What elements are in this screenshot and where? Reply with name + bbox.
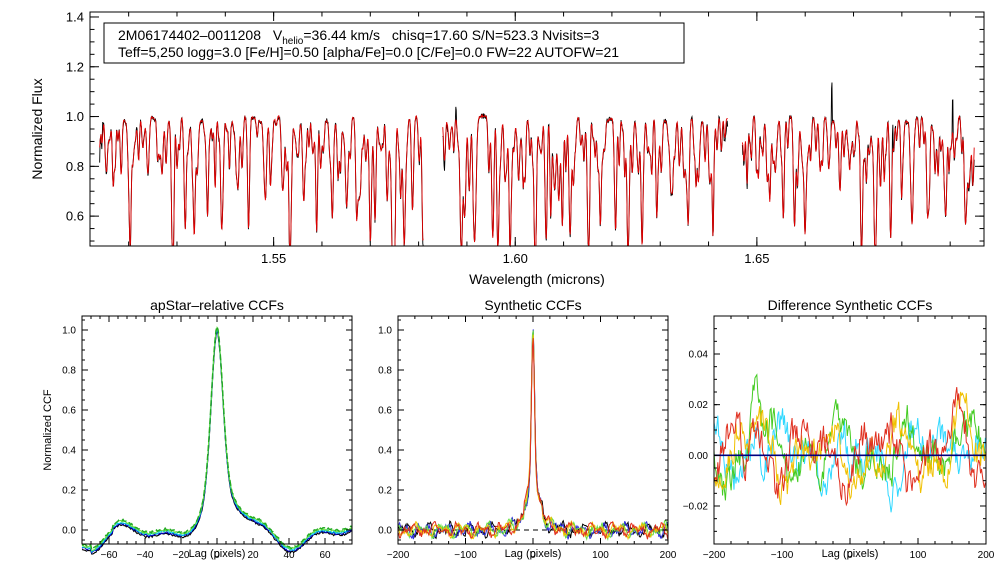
x-tick-label: 100 [910, 550, 927, 561]
y-tick-label: 0.00 [689, 451, 709, 462]
y-tick-label: 0.4 [62, 446, 76, 457]
synthetic-ccf-xlabel: Lag (pixels) [505, 548, 562, 560]
difference-ccf-ticks: −200 −100 0 100 200 −0.02 0.00 0.02 0.04 [683, 315, 995, 561]
x-tick-label: 60 [319, 550, 331, 561]
x-tick-label: 0 [530, 550, 536, 561]
apstar-ccf-ticks: −60 −40 −20 0 20 40 60 0.0 0.2 0.4 0.6 0.8 1.0 [62, 316, 353, 561]
difference-ccf-title: Difference Synthetic CCFs [768, 297, 933, 313]
x-tick-label: −100 [454, 550, 477, 561]
spectrum-traces [99, 82, 975, 248]
apstar-ccf-title: apStar–relative CCFs [150, 297, 284, 313]
difference-ccf-traces [713, 373, 986, 513]
info-vhelio-label: V [273, 27, 283, 43]
spectrum-ticks: 1.55 1.60 1.65 0.6 0.8 1.0 1.2 1.4 [66, 10, 984, 266]
y-tick-label: 0.8 [378, 366, 392, 377]
difference-ccf-panel: −200 −100 0 100 200 −0.02 0.00 0.02 0.04 Differe… [683, 297, 995, 561]
difference-ccf-series-line [713, 373, 986, 501]
y-tick-label: 0.6 [378, 406, 392, 417]
x-tick-label: 200 [978, 550, 995, 561]
difference-ccf-xlabel: Lag (pixels) [822, 548, 879, 560]
difference-ccf-series-line [713, 387, 986, 507]
y-tick-label: 0.6 [62, 406, 76, 417]
y-tick-label: 0.2 [62, 486, 76, 497]
x-tick-label: 40 [283, 550, 295, 561]
info-chisq-sn: chisq=17.60 S/N=523.3 Nvisits=3 [392, 27, 600, 43]
spectrum-ylabel: Normalized Flux [29, 78, 45, 179]
y-tick-label: 0.02 [689, 400, 709, 411]
apstar-ccf-traces [81, 324, 353, 555]
y-tick-label: 0.8 [66, 159, 84, 174]
svg-text:2M06174402–0011208 Vhe: 2M06174402–0011208 Vhelio=36.44 km/s chi… [118, 27, 600, 47]
x-tick-label: −60 [101, 550, 118, 561]
synthetic-ccf-ticks: −200 −100 0 100 200 0.0 0.2 0.4 0.6 0.8 1.0 [378, 316, 677, 561]
y-tick-label: 1.0 [66, 109, 84, 124]
x-tick-label: −200 [387, 550, 410, 561]
x-tick-label: 20 [247, 550, 259, 561]
x-tick-label: 1.55 [261, 251, 286, 266]
y-tick-label: 0.2 [378, 486, 392, 497]
y-tick-label: −0.02 [683, 502, 709, 513]
y-tick-label: 0.0 [62, 526, 76, 537]
x-tick-label: 100 [592, 550, 609, 561]
synthetic-ccf-series-line [397, 330, 669, 542]
synthetic-ccf-title: Synthetic CCFs [484, 297, 581, 313]
spectrum-synthetic-trace [442, 113, 728, 247]
y-tick-label: 0.6 [66, 209, 84, 224]
y-tick-label: 0.04 [689, 350, 709, 361]
x-tick-label: 0 [214, 550, 220, 561]
spectrum-synthetic-trace [99, 114, 424, 247]
y-tick-label: 1.2 [66, 59, 84, 74]
synthetic-ccf-panel: −200 −100 0 100 200 0.0 0.2 0.4 0.6 0.8 1.0 Synthe… [378, 297, 677, 561]
x-tick-label: 1.65 [744, 251, 769, 266]
apstar-ccf-panel: −60 −40 −20 0 20 40 60 0.0 0.2 0.4 0.6 0.8 1.0 apSta… [42, 297, 353, 561]
synthetic-ccf-traces [397, 329, 669, 542]
spectrum-xlabel: Wavelength (microns) [469, 271, 605, 287]
y-tick-label: 0.0 [378, 526, 392, 537]
x-tick-label: 1.60 [503, 251, 528, 266]
spectrum-synthetic-trace [741, 114, 975, 247]
x-tick-label: 200 [660, 550, 677, 561]
info-vhelio-value: =36.44 km/s [303, 27, 380, 43]
synthetic-ccf-series-line [397, 338, 669, 540]
x-tick-label: −20 [173, 550, 190, 561]
info-stellar-params: Teff=5,250 logg=3.0 [Fe/H]=0.50 [alpha/F… [118, 44, 619, 60]
apstar-ccf-xlabel: Lag (pixels) [189, 548, 246, 560]
x-tick-label: −40 [137, 550, 154, 561]
y-tick-label: 0.4 [378, 446, 392, 457]
x-tick-label: −200 [703, 550, 726, 561]
y-tick-label: 1.4 [66, 10, 84, 25]
apstar-ccf-ylabel: Normalized CCF [42, 389, 54, 471]
x-tick-label: 0 [847, 550, 853, 561]
spectrum-info-box: 2M06174402–0011208 Vhelio=36.44 km/s chi… [103, 22, 685, 64]
x-tick-label: −100 [771, 550, 794, 561]
info-star-id: 2M06174402–0011208 [118, 27, 261, 43]
y-tick-label: 0.8 [62, 366, 76, 377]
y-tick-label: 1.0 [378, 326, 392, 337]
info-vhelio-sub: helio [282, 36, 304, 47]
y-tick-label: 1.0 [62, 326, 76, 337]
spectrum-panel: 1.55 1.60 1.65 0.6 0.8 1.0 1.2 1.4 2M06174402–0… [29, 10, 985, 287]
